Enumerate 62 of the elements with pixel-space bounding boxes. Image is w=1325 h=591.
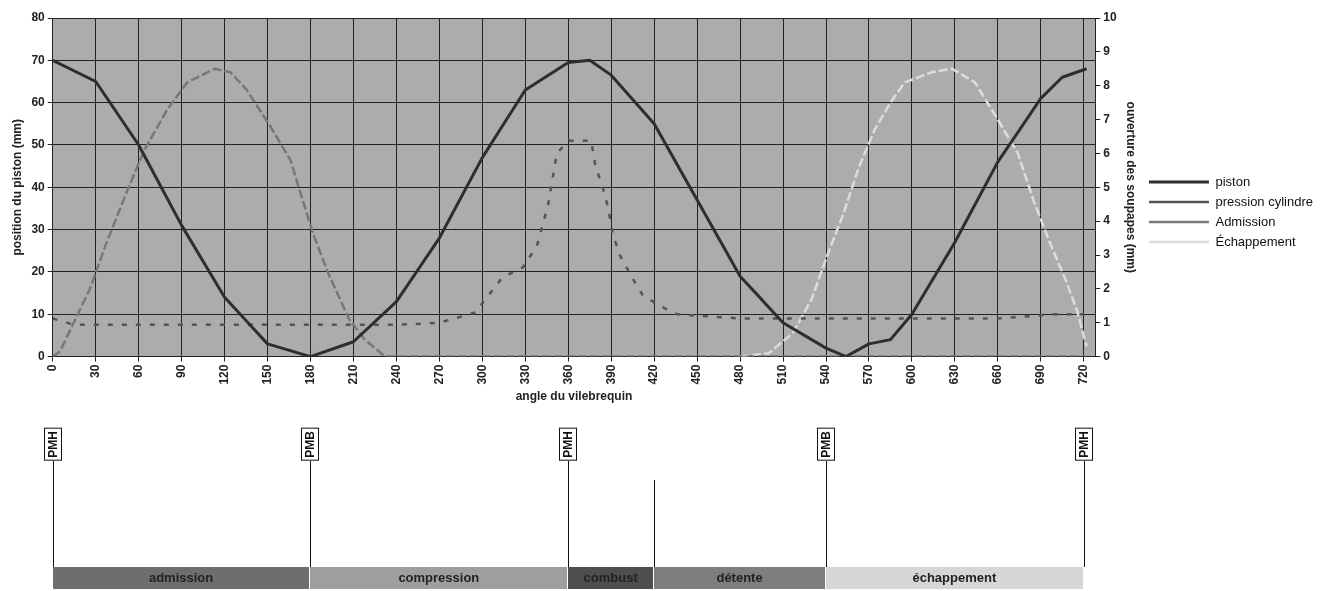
legend-label: pression cylindre — [1215, 193, 1313, 209]
y2-tick-label: 5 — [1103, 179, 1111, 194]
x-tick-label: 720 — [1076, 364, 1091, 385]
y-tick-label: 50 — [31, 137, 46, 152]
x-tick-label: 390 — [603, 364, 618, 385]
x-tick-label: 180 — [302, 364, 317, 385]
y2-tick-label: 6 — [1103, 145, 1111, 160]
x-tick-label: 120 — [216, 364, 231, 385]
x-tick-label: 510 — [775, 364, 790, 385]
y-tick-label: 60 — [31, 94, 46, 109]
x-tick-label: 420 — [646, 364, 661, 385]
y-tick-label: 0 — [38, 348, 46, 363]
y-tick-label: 20 — [31, 264, 46, 279]
text: PMB — [817, 428, 835, 461]
x-tick-label: 90 — [173, 364, 188, 378]
y2-tick-label: 2 — [1103, 281, 1111, 296]
x-tick-label: 660 — [990, 364, 1005, 385]
x-tick-label: 60 — [130, 364, 145, 378]
y2-tick-label: 1 — [1103, 315, 1111, 330]
y2-tick-label: 7 — [1103, 111, 1111, 126]
x-axis-title: angle du vilebrequin — [515, 389, 633, 404]
y2-tick-label: 10 — [1103, 10, 1117, 25]
x-tick-label: 0 — [45, 364, 60, 372]
text: PMB — [301, 428, 320, 461]
text: admission — [52, 567, 311, 589]
y-tick-label: 40 — [31, 179, 46, 194]
text: PMH — [1074, 428, 1093, 461]
legend-label: Admission — [1215, 213, 1276, 229]
y-tick-label: 30 — [31, 221, 46, 236]
y-tick-label: 10 — [31, 306, 46, 321]
x-tick-label: 690 — [1033, 364, 1048, 385]
legend-label: Échappement — [1215, 233, 1297, 249]
text: détente — [654, 567, 826, 589]
x-tick-label: 210 — [345, 364, 360, 385]
y-axis-title: position du piston (mm) — [9, 118, 24, 256]
text: échappement — [826, 567, 1084, 589]
x-tick-label: 570 — [861, 364, 876, 385]
x-tick-label: 540 — [818, 364, 833, 385]
x-tick-label: 240 — [388, 364, 403, 385]
x-tick-label: 330 — [517, 364, 532, 385]
x-tick-label: 630 — [947, 364, 962, 385]
line-series — [52, 139, 1085, 327]
y-tick-label: 70 — [31, 52, 46, 67]
x-tick-label: 270 — [431, 364, 446, 385]
y2-tick-label: 3 — [1103, 247, 1111, 262]
y2-tick-label: 4 — [1103, 213, 1111, 228]
y2-tick-label: 8 — [1103, 78, 1111, 93]
x-tick-label: 360 — [560, 364, 575, 385]
y2-axis-title: ouverture des soupapes (mm) — [1124, 101, 1139, 273]
x-tick-label: 450 — [689, 364, 704, 385]
y-tick-label: 80 — [31, 10, 46, 25]
text: PMH — [559, 428, 578, 461]
y2-tick-label: 9 — [1103, 44, 1111, 59]
x-tick-label: 150 — [259, 364, 274, 385]
x-tick-label: 600 — [904, 364, 919, 385]
text: compression — [310, 567, 569, 589]
y2-tick-label: 0 — [1103, 348, 1111, 363]
x-tick-label: 300 — [474, 364, 489, 385]
legend-label: piston — [1215, 173, 1251, 189]
x-tick-label: 30 — [88, 364, 103, 378]
x-tick-label: 480 — [732, 364, 747, 385]
text: PMH — [43, 428, 62, 461]
